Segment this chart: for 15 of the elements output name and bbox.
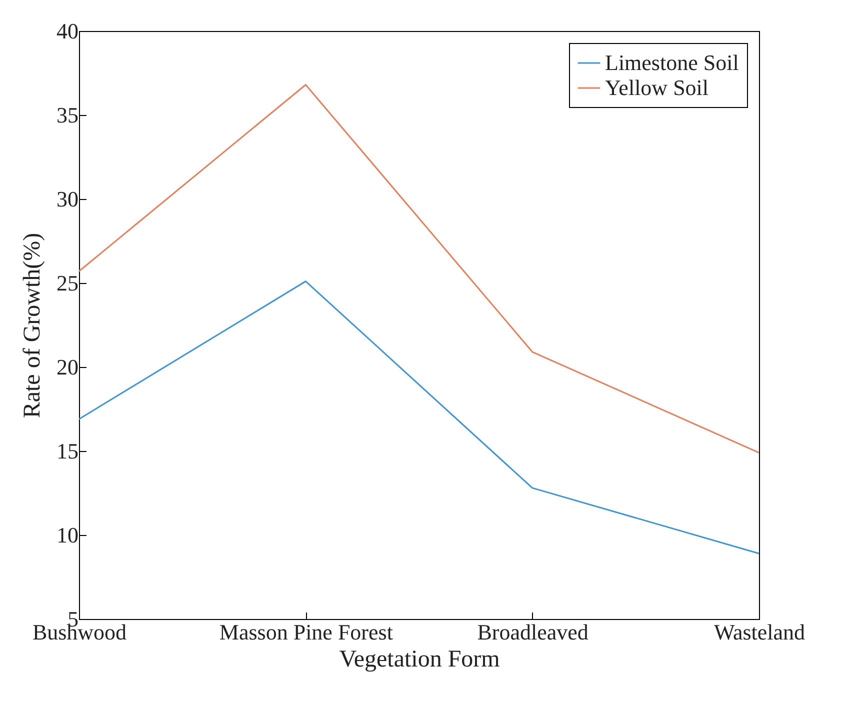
y-tick-label: 10 [56, 522, 78, 548]
y-tick-label: 30 [56, 186, 78, 212]
legend-label: Limestone Soil [605, 50, 739, 75]
y-tick-label: 20 [56, 354, 78, 380]
legend-label: Yellow Soil [605, 75, 709, 100]
x-axis-title: Vegetation Form [339, 646, 500, 672]
y-axis-title: Rate of Growth(%) [20, 232, 46, 418]
y-tick-label: 15 [56, 438, 78, 464]
y-tick-label: 40 [56, 18, 78, 44]
x-tick-label: Broadleaved [477, 620, 588, 644]
line-series [78, 280, 760, 554]
x-tick-label: Masson Pine Forest [219, 620, 393, 644]
y-tick-label: 35 [56, 102, 78, 128]
x-tick-label: Wasteland [714, 620, 806, 644]
y-tick-label: 25 [56, 270, 78, 296]
